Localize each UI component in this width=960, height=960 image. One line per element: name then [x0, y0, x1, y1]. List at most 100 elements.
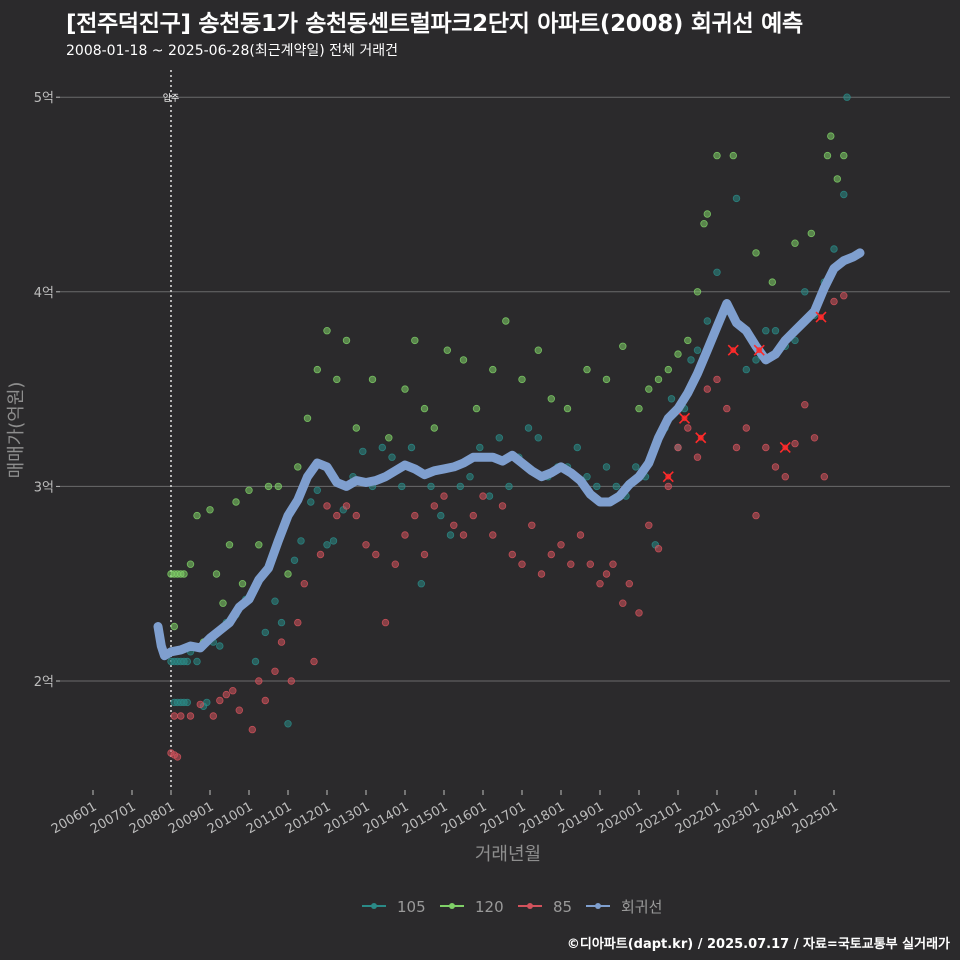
- data-point-105: [693, 346, 702, 354]
- data-point-105: [284, 720, 292, 728]
- data-point-85: [537, 570, 546, 578]
- data-point-120: [664, 365, 672, 374]
- data-point-120: [323, 327, 331, 335]
- data-point-85: [830, 297, 838, 306]
- data-point-105: [791, 336, 799, 345]
- data-point-105: [840, 190, 848, 199]
- data-point-120: [602, 375, 611, 384]
- legend-label: 회귀선: [621, 898, 662, 916]
- data-point-105: [713, 268, 721, 276]
- highlight-marker: [779, 441, 791, 454]
- data-point-85: [362, 541, 370, 549]
- data-point-85: [635, 609, 643, 617]
- data-point-120: [459, 356, 468, 364]
- data-point-120: [385, 434, 393, 442]
- data-point-120: [342, 336, 351, 345]
- data-point-85: [674, 443, 682, 452]
- data-point-120: [232, 498, 240, 506]
- data-point-120: [654, 375, 663, 384]
- data-point-85: [235, 706, 243, 714]
- data-point-120: [833, 175, 841, 183]
- highlight-marker: [727, 344, 739, 356]
- chart-title: [전주덕진구] 송천동1가 송천동센트럴파크2단지 아파트(2008) 회귀선 …: [66, 11, 803, 37]
- source-credit: ©디아파트(dapt.kr) / 2025.07.17 / 자료=국토교통부 실…: [566, 937, 950, 952]
- data-point-120: [245, 486, 253, 494]
- data-point-120: [333, 375, 341, 384]
- data-point-105: [407, 443, 416, 452]
- data-point-85: [411, 511, 419, 520]
- data-point-85: [602, 570, 611, 578]
- data-point-105: [271, 597, 279, 605]
- data-point-120: [206, 506, 214, 514]
- data-point-105: [417, 580, 425, 588]
- data-point-85: [762, 443, 770, 452]
- data-point-105: [203, 698, 211, 707]
- data-point-120: [219, 599, 227, 607]
- data-point-120: [502, 317, 510, 325]
- data-point-120: [352, 424, 360, 432]
- data-point-105: [398, 482, 406, 491]
- data-point-85: [372, 550, 380, 559]
- data-point-85: [222, 690, 230, 699]
- data-point-85: [300, 580, 308, 588]
- data-point-85: [352, 511, 360, 520]
- data-point-105: [183, 698, 191, 707]
- data-point-85: [801, 401, 809, 409]
- data-point-105: [359, 447, 367, 456]
- data-point-85: [255, 677, 263, 685]
- data-point-105: [313, 486, 321, 494]
- data-point-85: [342, 502, 351, 510]
- data-point-85: [567, 560, 575, 568]
- legend-label: 120: [475, 898, 504, 916]
- data-point-120: [752, 249, 760, 257]
- data-point-105: [466, 473, 474, 481]
- data-point-85: [684, 424, 692, 432]
- data-point-105: [667, 395, 676, 403]
- data-point-105: [476, 443, 484, 452]
- regression-line: [153, 248, 865, 661]
- data-point-105: [612, 482, 620, 491]
- data-point-105: [183, 657, 191, 666]
- data-point-105: [216, 642, 224, 650]
- data-point-85: [316, 550, 325, 559]
- data-point-120: [284, 570, 292, 578]
- legend-dot: [449, 903, 455, 909]
- y-axis-title: 매매가(억원): [6, 382, 27, 479]
- data-point-85: [625, 580, 633, 588]
- data-point-120: [518, 375, 526, 384]
- data-point-120: [489, 365, 497, 374]
- data-point-120: [430, 424, 438, 432]
- data-point-85: [508, 550, 516, 559]
- data-point-85: [609, 560, 617, 568]
- data-point-85: [294, 618, 302, 627]
- data-point-85: [742, 424, 750, 432]
- data-point-120: [212, 570, 221, 578]
- data-point-105: [593, 482, 601, 491]
- data-point-120: [807, 229, 815, 238]
- data-point-120: [255, 541, 263, 549]
- data-point-120: [693, 288, 702, 296]
- data-point-105: [703, 317, 711, 325]
- data-point-85: [196, 700, 204, 709]
- data-point-85: [216, 696, 224, 705]
- data-point-85: [186, 712, 195, 720]
- data-point-85: [440, 492, 448, 500]
- highlight-marker: [678, 412, 691, 424]
- data-point-105: [261, 628, 269, 637]
- data-point-105: [843, 93, 851, 101]
- data-point-85: [271, 667, 279, 675]
- data-point-85: [401, 531, 409, 539]
- data-point-85: [391, 560, 399, 568]
- data-point-105: [602, 463, 611, 471]
- data-point-105: [307, 498, 315, 506]
- data-point-85: [781, 473, 789, 481]
- data-point-105: [495, 434, 503, 442]
- data-point-120: [827, 132, 835, 140]
- data-point-120: [225, 541, 234, 549]
- data-point-120: [264, 482, 273, 491]
- data-point-85: [732, 443, 741, 452]
- x-axis: 2006012007012008012009012010012011012012…: [49, 790, 841, 837]
- legend-label: 85: [553, 898, 572, 916]
- data-point-120: [635, 404, 643, 413]
- data-point-85: [209, 712, 217, 720]
